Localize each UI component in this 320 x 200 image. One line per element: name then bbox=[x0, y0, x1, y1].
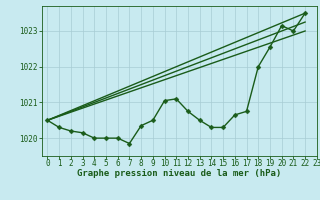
X-axis label: Graphe pression niveau de la mer (hPa): Graphe pression niveau de la mer (hPa) bbox=[77, 169, 281, 178]
